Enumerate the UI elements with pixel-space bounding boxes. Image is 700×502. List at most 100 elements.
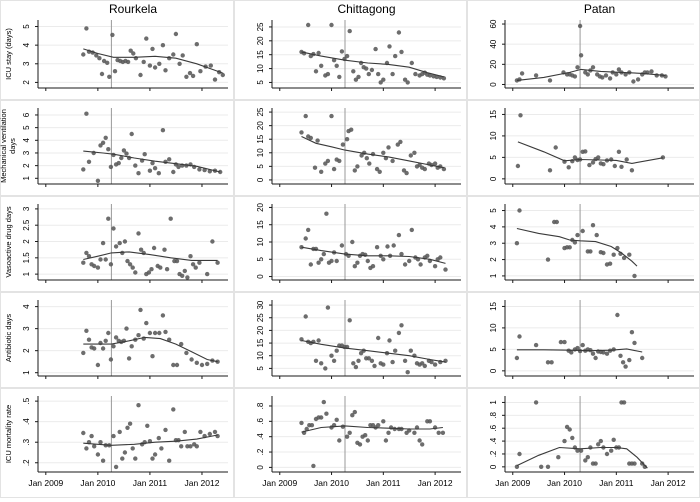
trend-line (83, 336, 218, 363)
x-tick-label: Jan 2012 (651, 478, 686, 488)
y-tick-label: 2 (22, 348, 31, 353)
scatter-points (514, 23, 668, 84)
y-tick-label: .8 (489, 411, 498, 418)
y-tick-label: 3 (22, 150, 31, 155)
y-tick-label: .2 (22, 459, 31, 466)
y-tick-label: 10 (256, 237, 265, 246)
axes (35, 108, 228, 187)
gridlines (38, 114, 228, 179)
trend-line (516, 227, 638, 267)
axes (269, 20, 461, 91)
axes (269, 108, 461, 187)
trend-line (301, 246, 446, 264)
scatter-points (81, 26, 225, 82)
y-tick-label: .8 (256, 402, 265, 409)
panel-rourkela-row1: 2 3 4 5 Rourkela ICU stay (days) (0, 0, 234, 100)
y-tick-label: 2 (22, 80, 31, 85)
panel-border (0, 292, 234, 388)
axes (502, 20, 694, 91)
y-tick-label: 15 (256, 220, 265, 229)
y-tick-label: 10 (256, 148, 265, 157)
trend-line (516, 348, 643, 353)
y-tick-label: 0 (489, 82, 498, 87)
panel-svg: 1 2 3 4 Antibiotic days (0, 292, 234, 388)
y-tick-label: 4 (22, 138, 31, 143)
panel-svg: 0 .2 .4 .6 .8 Jan 2009 Jan 2010 Jan 2011 Jan 201… (234, 388, 467, 498)
y-tick-label: 4 (489, 224, 498, 229)
scatter-points (514, 312, 645, 369)
y-tick-label: 25 (256, 107, 265, 116)
axes (269, 204, 461, 283)
gridlines (505, 23, 694, 85)
panel-svg: 1 1.5 2 2.5 3 Vasoactive drug days (0, 196, 234, 292)
y-tick-label: 1 (22, 176, 31, 181)
panel-svg: 0 5 10 15 (467, 292, 700, 388)
panel-svg: .2 .3 .4 .5 Jan 2009 Jan 2010 Jan 2011 Jan 2012… (0, 388, 234, 498)
y-tick-label: 10 (256, 64, 265, 73)
panel-svg: 5 10 15 20 25 Chittagong (234, 0, 467, 100)
panel-rourkela-row4: 1 2 3 4 Antibiotic days (0, 292, 234, 388)
gridlines (272, 111, 461, 181)
panel-svg: 0 .2 .4 .6 .8 1 Jan 2009 Jan 2010 Jan 2011 Jan 20… (467, 388, 700, 498)
axes (502, 204, 694, 283)
y-tick-label: 20 (256, 202, 265, 211)
gridlines (272, 405, 461, 468)
y-tick-label: 10 (489, 323, 498, 332)
gridlines (272, 304, 461, 369)
axes (502, 300, 694, 379)
panel-rourkela-row5: .2 .3 .4 .5 Jan 2009 Jan 2010 Jan 2011 Jan 2012… (0, 388, 234, 498)
panel-chittagong-row1: 5 10 15 20 25 Chittagong (234, 0, 467, 100)
y-tick-label: 5 (256, 164, 265, 169)
y-tick-label: 20 (256, 36, 265, 45)
y-tick-label: 0 (256, 465, 265, 470)
gridlines (38, 208, 228, 275)
trend-line (301, 136, 445, 169)
panel-patan-row3: 1 2 3 4 5 (467, 196, 700, 292)
x-tick-label: Jan 2010 (314, 478, 349, 488)
y-tick-label: 10 (489, 131, 498, 140)
panel-border (0, 100, 234, 196)
scatter-points (299, 399, 446, 469)
panel-svg: 5 10 15 20 25 30 (234, 292, 467, 388)
y-tick-label: 5 (489, 208, 498, 213)
gridlines (272, 206, 461, 278)
y-tick-label: .6 (256, 417, 265, 424)
y-tick-label: 1 (489, 273, 498, 278)
panel-svg: 2 3 4 5 Rourkela ICU stay (days) (0, 0, 234, 100)
axes (35, 396, 228, 475)
y-tick-label: 1 (22, 370, 31, 375)
y-tick-label: 15 (489, 301, 498, 310)
trend-line (517, 141, 663, 164)
gridlines (505, 305, 694, 372)
x-tick-label: Jan 2012 (418, 478, 453, 488)
panel-border (0, 388, 234, 498)
panel-svg: 0 5 10 15 (467, 100, 700, 196)
panel-svg: 0 20 40 60 Patan (467, 0, 700, 100)
trend-line (83, 434, 218, 446)
trend-line (83, 251, 218, 261)
trend-line (516, 446, 648, 469)
x-tick-label: Jan 2009 (262, 478, 297, 488)
y-tick-label: .6 (489, 424, 498, 431)
panel-chittagong-row5: 0 .2 .4 .6 .8 Jan 2009 Jan 2010 Jan 2011 Jan 201… (234, 388, 467, 498)
y-tick-label: .4 (22, 418, 31, 425)
y-tick-label: 5 (256, 256, 265, 261)
trend-line (301, 51, 445, 78)
y-tick-label: .4 (489, 437, 498, 444)
panel-border (0, 196, 234, 292)
scatter-points (299, 305, 448, 375)
y-tick-label: 5 (489, 347, 498, 352)
y-tick-label: 20 (256, 325, 265, 334)
trend-line (83, 150, 221, 173)
x-tick-label: Jan 2011 (366, 478, 401, 488)
scatter-points (299, 113, 447, 176)
y-tick-label: 5 (22, 125, 31, 130)
panel-chittagong-row4: 5 10 15 20 25 30 (234, 292, 467, 388)
y-tick-label: 0 (489, 176, 498, 181)
y-tick-label: 2 (22, 163, 31, 168)
axes (35, 204, 228, 283)
y-tick-label: 15 (489, 109, 498, 118)
panel-rourkela-row2: 1 2 3 4 5 6 Mechanical ventilation days (0, 100, 234, 196)
